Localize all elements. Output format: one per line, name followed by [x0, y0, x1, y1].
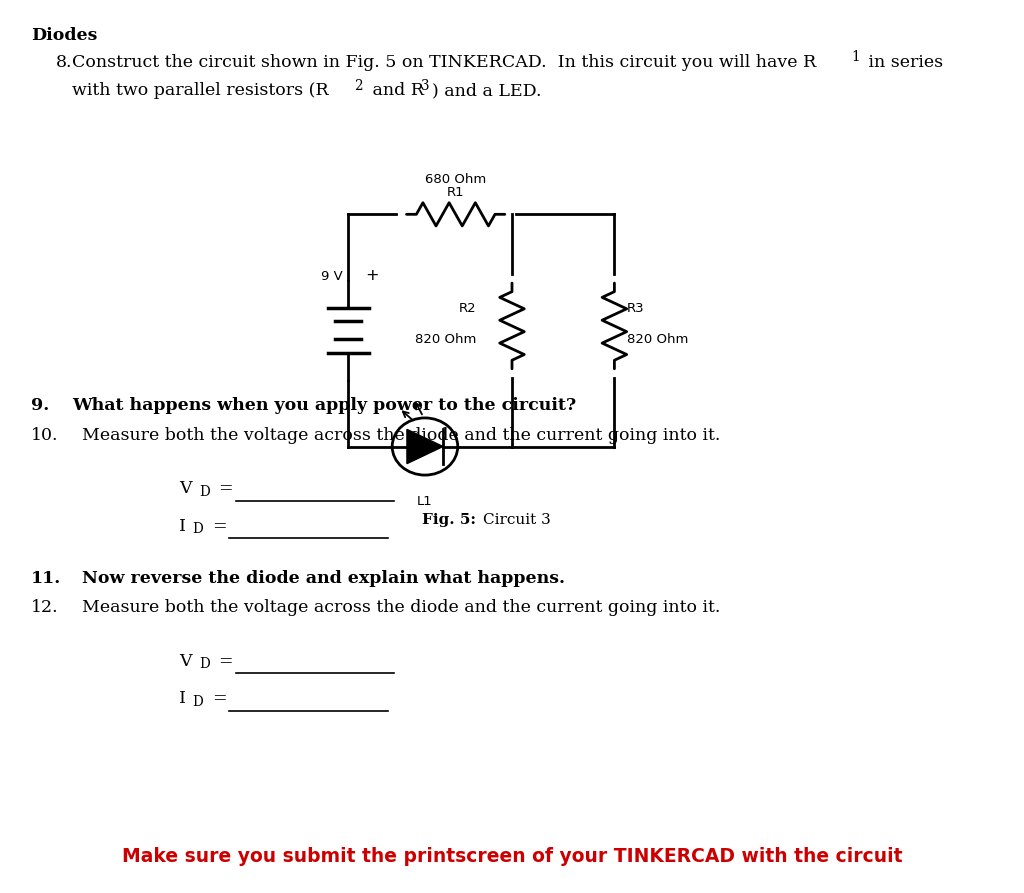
Text: 820 Ohm: 820 Ohm	[627, 333, 688, 346]
Text: Fig. 5:: Fig. 5:	[422, 513, 476, 528]
Text: =: =	[212, 518, 226, 535]
Text: L1: L1	[417, 495, 433, 508]
Text: 8.: 8.	[56, 54, 73, 71]
Text: 1: 1	[851, 50, 859, 64]
Text: 820 Ohm: 820 Ohm	[415, 333, 476, 346]
Text: Measure both the voltage across the diode and the current going into it.: Measure both the voltage across the diod…	[82, 599, 720, 616]
Text: R1: R1	[446, 186, 465, 199]
Text: Diodes: Diodes	[31, 27, 97, 44]
Text: =: =	[218, 653, 232, 670]
Text: ) and a LED.: ) and a LED.	[432, 82, 542, 99]
Text: D: D	[193, 522, 203, 537]
Text: I: I	[179, 518, 186, 535]
Text: =: =	[212, 690, 226, 707]
Text: 11.: 11.	[31, 570, 61, 587]
Text: What happens when you apply power to the circuit?: What happens when you apply power to the…	[72, 397, 575, 414]
Text: V: V	[179, 653, 191, 670]
Text: 680 Ohm: 680 Ohm	[425, 172, 486, 186]
Text: in series: in series	[863, 54, 943, 71]
Text: I: I	[179, 690, 186, 707]
Text: 10.: 10.	[31, 427, 58, 444]
Text: with two parallel resistors (R: with two parallel resistors (R	[72, 82, 329, 99]
Text: =: =	[218, 480, 232, 497]
Text: 3: 3	[421, 79, 429, 93]
Text: Construct the circuit shown in Fig. 5 on TINKERCAD.  In this circuit you will ha: Construct the circuit shown in Fig. 5 on…	[72, 54, 816, 71]
Text: Measure both the voltage across the diode and the current going into it.: Measure both the voltage across the diod…	[82, 427, 720, 444]
Text: Circuit 3: Circuit 3	[483, 513, 551, 528]
Text: D: D	[200, 485, 210, 499]
Text: and R: and R	[367, 82, 424, 99]
Text: 9.: 9.	[31, 397, 49, 414]
Text: D: D	[193, 695, 203, 709]
Text: R2: R2	[459, 302, 476, 314]
Text: Now reverse the diode and explain what happens.: Now reverse the diode and explain what h…	[82, 570, 565, 587]
Text: D: D	[200, 657, 210, 672]
Text: 9 V: 9 V	[322, 271, 343, 283]
Text: V: V	[179, 480, 191, 497]
Text: +: +	[366, 268, 379, 282]
Text: 2: 2	[354, 79, 362, 93]
Polygon shape	[407, 430, 443, 463]
Text: R3: R3	[627, 302, 644, 314]
Text: 12.: 12.	[31, 599, 58, 616]
Text: Make sure you submit the printscreen of your TINKERCAD with the circuit: Make sure you submit the printscreen of …	[122, 847, 902, 866]
